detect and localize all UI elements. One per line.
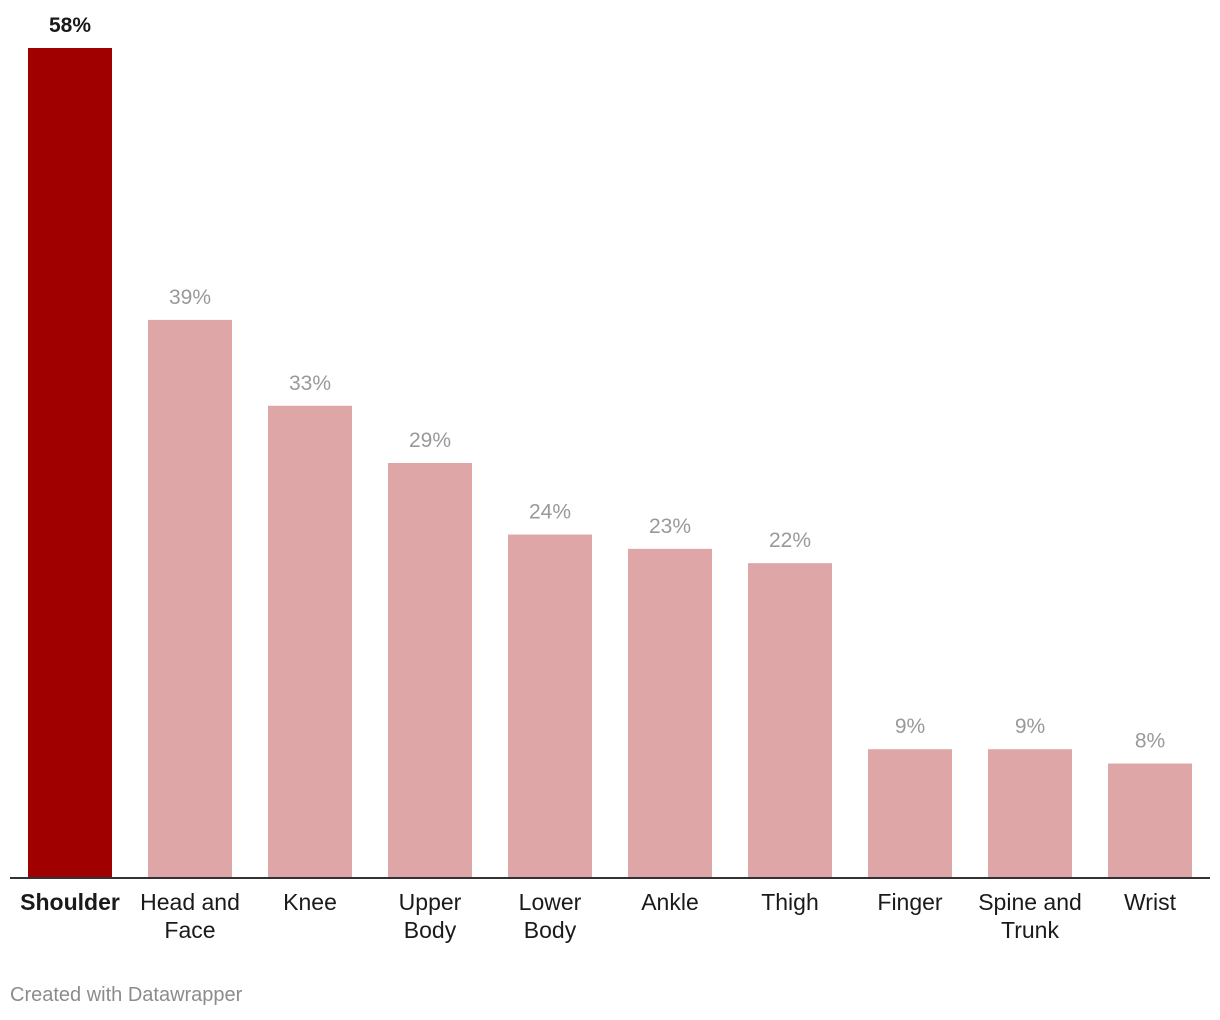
bar-9 bbox=[1108, 763, 1192, 878]
bars-group bbox=[28, 48, 1192, 878]
bar-5 bbox=[628, 548, 712, 878]
value-label-3: 29% bbox=[409, 429, 451, 452]
category-label-line: Body bbox=[404, 917, 457, 943]
value-label-9: 8% bbox=[1135, 730, 1165, 753]
value-label-0: 58% bbox=[49, 14, 91, 37]
bar-2 bbox=[268, 405, 352, 878]
category-label-line: Head and bbox=[140, 889, 240, 915]
value-labels-group: 58% 39% 33% 29% 24% 23% 22% 9% 9% 8% bbox=[49, 14, 1165, 753]
bar-6 bbox=[748, 563, 832, 878]
value-label-8: 9% bbox=[1015, 715, 1045, 738]
category-label-1: Head and Face bbox=[140, 889, 240, 943]
category-label-line: Upper bbox=[399, 889, 462, 915]
category-label-5: Ankle bbox=[641, 889, 699, 915]
value-label-4: 24% bbox=[529, 501, 571, 524]
bar-4 bbox=[508, 534, 592, 878]
category-label-2: Knee bbox=[283, 889, 337, 915]
bar-7 bbox=[868, 749, 952, 878]
category-label-line: Shoulder bbox=[20, 889, 120, 915]
bar-3 bbox=[388, 463, 472, 878]
bar-1 bbox=[148, 319, 232, 878]
value-label-6: 22% bbox=[769, 529, 811, 552]
value-label-5: 23% bbox=[649, 515, 691, 538]
value-label-2: 33% bbox=[289, 372, 331, 395]
category-label-3: Upper Body bbox=[399, 889, 462, 943]
category-label-line: Wrist bbox=[1124, 889, 1177, 915]
category-label-line: Knee bbox=[283, 889, 337, 915]
category-label-4: Lower Body bbox=[519, 889, 582, 943]
category-label-line: Finger bbox=[877, 889, 943, 915]
footer-credit: Created with Datawrapper bbox=[10, 984, 243, 1006]
category-label-line: Thigh bbox=[761, 889, 819, 915]
category-label-6: Thigh bbox=[761, 889, 819, 915]
category-label-9: Wrist bbox=[1124, 889, 1177, 915]
category-label-line: Body bbox=[524, 917, 577, 943]
category-label-line: Trunk bbox=[1001, 917, 1059, 943]
category-label-line: Face bbox=[164, 917, 215, 943]
bar-8 bbox=[988, 749, 1072, 878]
bar-0 bbox=[28, 48, 112, 878]
value-label-7: 9% bbox=[895, 715, 925, 738]
category-label-line: Spine and bbox=[978, 889, 1082, 915]
category-label-7: Finger bbox=[877, 889, 943, 915]
category-label-8: Spine and Trunk bbox=[978, 889, 1082, 943]
value-label-1: 39% bbox=[169, 286, 211, 309]
category-label-0: Shoulder bbox=[20, 889, 120, 915]
category-label-line: Ankle bbox=[641, 889, 699, 915]
category-label-line: Lower bbox=[519, 889, 582, 915]
